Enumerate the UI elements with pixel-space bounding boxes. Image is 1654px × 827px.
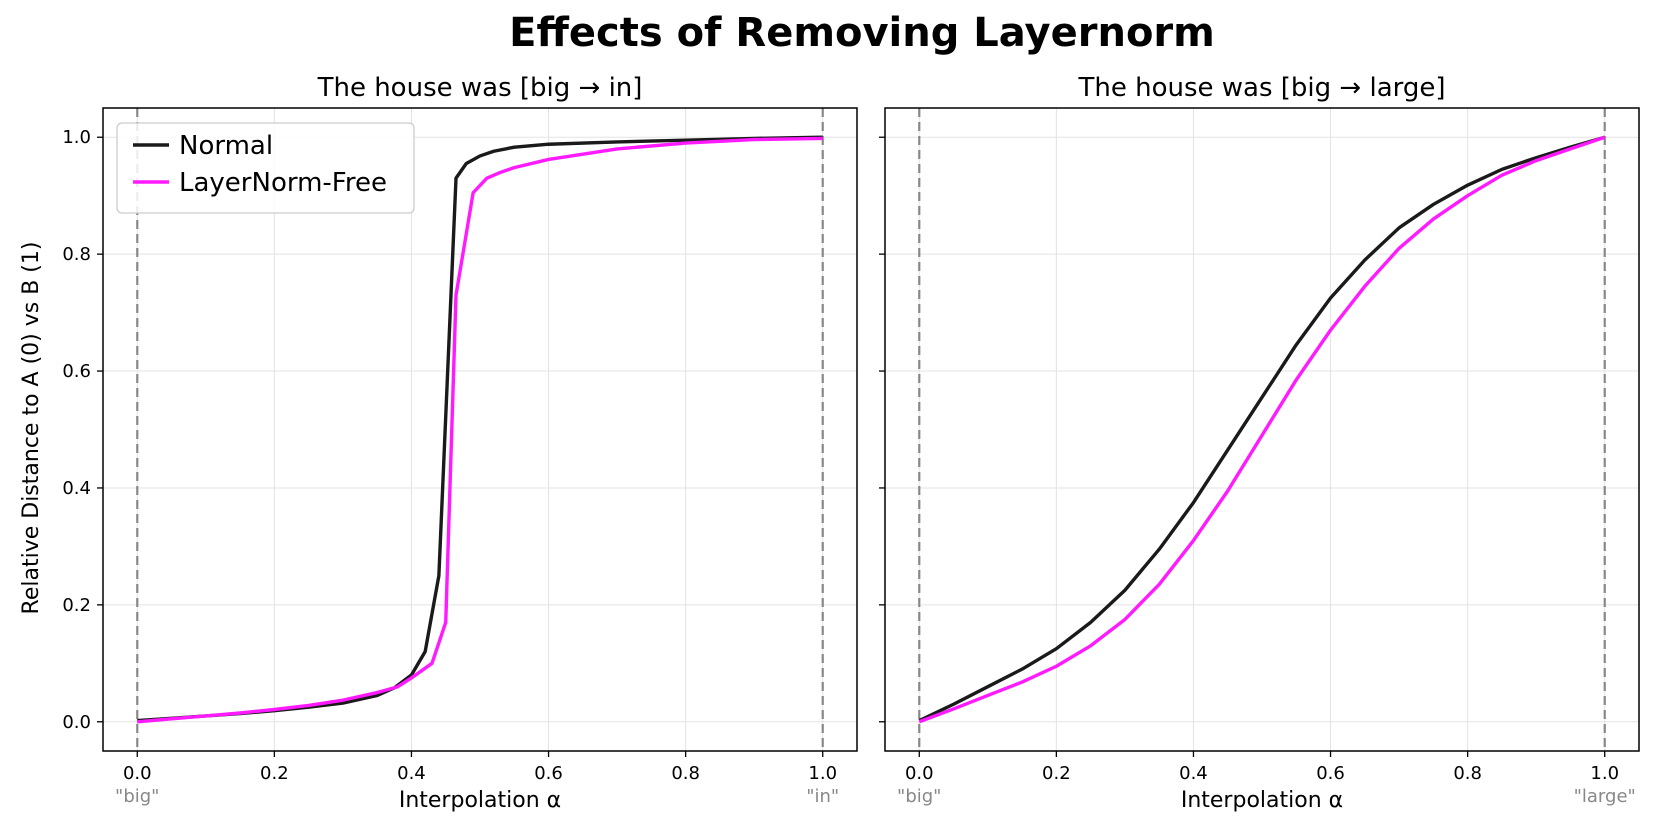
series-line-layernorm-free <box>918 135 1606 724</box>
panel-title: The house was [big → large] <box>1077 73 1445 103</box>
x-tick-label: 0.8 <box>1453 763 1482 784</box>
x-tick-label: 0.8 <box>671 763 700 784</box>
y-tick-label: 0.8 <box>62 244 91 265</box>
series-line-normal <box>137 135 823 723</box>
legend: Normal LayerNorm-Free <box>116 122 415 214</box>
x-tick-label: 0.6 <box>534 763 563 784</box>
x-axis-label: Interpolation α <box>399 788 561 813</box>
panel-2: 0.0 0.2 0.4 0.6 0.8 1.0 "big" "large" The house … <box>879 73 1640 813</box>
x-tick-label: 0.4 <box>397 763 426 784</box>
x-tick-label: 0.4 <box>1179 763 1208 784</box>
x-tick-label: 0.6 <box>1316 763 1345 784</box>
endpoint-label-a: "big" <box>897 786 941 807</box>
y-tick-label: 0.2 <box>62 595 91 616</box>
figure-title: Effects of Removing Layernorm <box>509 10 1215 56</box>
endpoint-label-a: "big" <box>115 786 159 807</box>
y-tick-label: 1.0 <box>62 127 91 148</box>
x-tick-label: 0.2 <box>260 763 289 784</box>
legend-label: LayerNorm-Free <box>179 168 387 198</box>
x-tick-label: 0.0 <box>123 763 152 784</box>
y-tick-label: 0.0 <box>62 712 91 733</box>
axes-frame <box>884 107 1640 752</box>
endpoint-label-b: "large" <box>1574 786 1636 807</box>
y-tick-label: 0.4 <box>62 478 91 499</box>
x-tick-label: 0.2 <box>1042 763 1071 784</box>
panel-title: The house was [big → in] <box>317 73 643 103</box>
x-tick-label: 1.0 <box>1590 763 1619 784</box>
y-tick-label: 0.6 <box>62 361 91 382</box>
legend-label: Normal <box>179 131 273 161</box>
y-axis-label: Relative Distance to A (0) vs B (1) <box>19 242 44 615</box>
series-line-layernorm-free <box>137 136 823 724</box>
axes-frame <box>102 107 858 752</box>
endpoint-label-b: "in" <box>806 786 839 807</box>
x-tick-label: 0.0 <box>905 763 934 784</box>
x-tick-label: 1.0 <box>808 763 837 784</box>
x-axis-label: Interpolation α <box>1181 788 1343 813</box>
series-line-normal <box>918 135 1606 723</box>
legend-box <box>116 122 415 214</box>
